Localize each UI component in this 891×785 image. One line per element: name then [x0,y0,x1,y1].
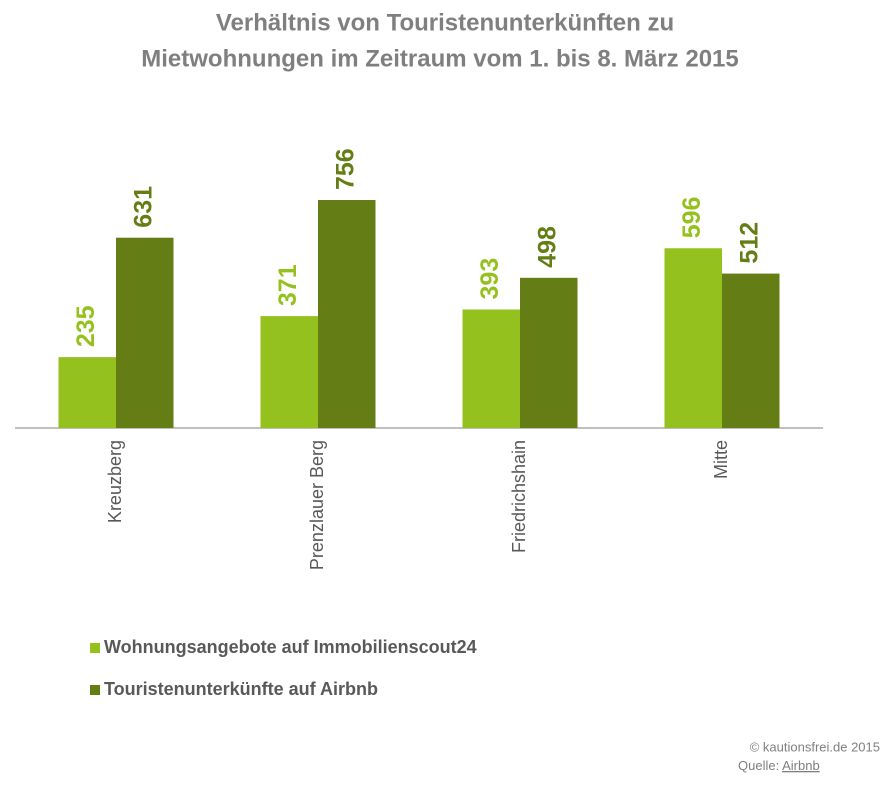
bar [58,357,116,428]
data-label: 235 [72,305,100,347]
bar [318,200,376,428]
data-label: 498 [533,226,561,268]
bar [116,237,174,428]
chart-title: Verhältnis von Touristenunterkünften zu [216,9,674,36]
legend-swatch [90,685,100,695]
x-tick-label: Kreuzberg [105,440,125,523]
footer-label: Quelle: [738,758,782,773]
x-tick-label: Prenzlauer Berg [307,440,327,570]
legend-label: Touristenunterkünfte auf Airbnb [104,679,378,699]
bar [260,316,318,428]
data-label: 393 [476,258,504,300]
legend-label: Wohnungsangebote auf Immobilienscout24 [104,637,477,657]
chart-title: Mietwohnungen im Zeitraum vom 1. bis 8. … [141,45,738,72]
footer-link: Airbnb [782,758,820,773]
footer: Quelle: Airbnb [738,758,820,773]
data-label: 371 [274,264,302,306]
bar [664,248,722,428]
data-label: 756 [331,148,359,190]
bar [722,273,780,428]
bar [520,277,578,428]
bar [462,309,520,428]
x-tick-label: Friedrichshain [509,440,529,553]
data-label: 596 [678,197,706,239]
footer: © kautionsfrei.de 2015 [750,739,880,754]
data-label: 512 [735,222,763,264]
legend-swatch [90,643,100,653]
data-label: 631 [129,186,157,228]
x-tick-label: Mitte [711,440,731,479]
